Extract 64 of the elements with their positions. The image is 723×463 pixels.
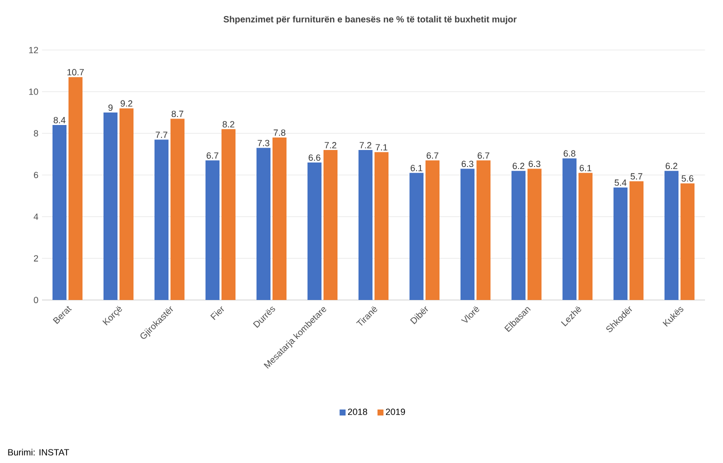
data-label: 9 [108, 104, 113, 111]
data-label: 6.7 [426, 152, 438, 159]
bar [104, 112, 118, 300]
y-tick-label: 8 [34, 130, 38, 137]
data-label: 10.7 [67, 69, 84, 76]
bar [374, 152, 389, 300]
y-tick-label: 2 [34, 255, 38, 262]
legend-label: 2018 [348, 408, 368, 415]
data-label: 5.7 [630, 173, 642, 180]
text: Burimi: INSTAT [8, 448, 70, 456]
bar [256, 148, 271, 300]
y-tick-label: 0 [34, 296, 38, 304]
data-label: 7.2 [324, 142, 336, 148]
y-tick-label: 12 [29, 46, 38, 54]
bar [308, 162, 322, 300]
data-label: 6.8 [564, 150, 576, 157]
data-label: 6.3 [462, 160, 474, 168]
bar [52, 124, 66, 300]
data-label: 9.2 [120, 100, 132, 107]
data-label: 8.7 [172, 110, 184, 118]
x-tick-label: Fier [210, 306, 224, 320]
bar [154, 140, 169, 300]
data-label: 5.6 [682, 175, 694, 182]
data-label: 6.7 [478, 152, 490, 159]
bar [222, 129, 236, 300]
bar [528, 168, 542, 300]
bar [206, 160, 220, 300]
data-label: 6.7 [206, 152, 218, 159]
bar [562, 158, 577, 300]
data-label: 7.1 [376, 144, 388, 150]
bar [426, 160, 440, 300]
data-label: 6.1 [410, 164, 422, 172]
data-label: 6.1 [580, 164, 592, 172]
data-label: 8.2 [222, 121, 234, 128]
bar [630, 181, 644, 300]
bar [578, 172, 593, 300]
data-label: 7.8 [274, 129, 286, 136]
bar [410, 172, 424, 300]
bar [680, 183, 695, 300]
bar [170, 118, 185, 300]
y-tick-label: 4 [34, 214, 38, 220]
data-label: 5.4 [614, 180, 626, 186]
chart-title: Shpenzimet për furniturën e banesës ne % të totalit të buxhetit mujor [224, 16, 517, 24]
data-label: 7.7 [156, 132, 168, 138]
legend-label: 2019 [386, 408, 405, 415]
bar [476, 160, 491, 300]
data-label: 6.2 [512, 162, 524, 170]
bar [358, 150, 373, 300]
data-label: 8.4 [54, 116, 66, 124]
y-tick-label: 6 [34, 172, 38, 178]
bar [120, 108, 134, 300]
bar [664, 170, 679, 300]
bar [512, 170, 526, 300]
bar [324, 150, 338, 300]
data-label: 6.6 [308, 154, 320, 161]
bar [614, 187, 628, 300]
y-tick-label: 10 [29, 88, 38, 95]
data-label: 6.2 [666, 162, 678, 170]
data-label: 7.2 [360, 142, 372, 148]
data-label: 6.3 [528, 160, 540, 168]
bar [272, 137, 287, 300]
bar [68, 77, 82, 300]
bar [460, 168, 475, 300]
data-label: 7.3 [258, 140, 270, 146]
